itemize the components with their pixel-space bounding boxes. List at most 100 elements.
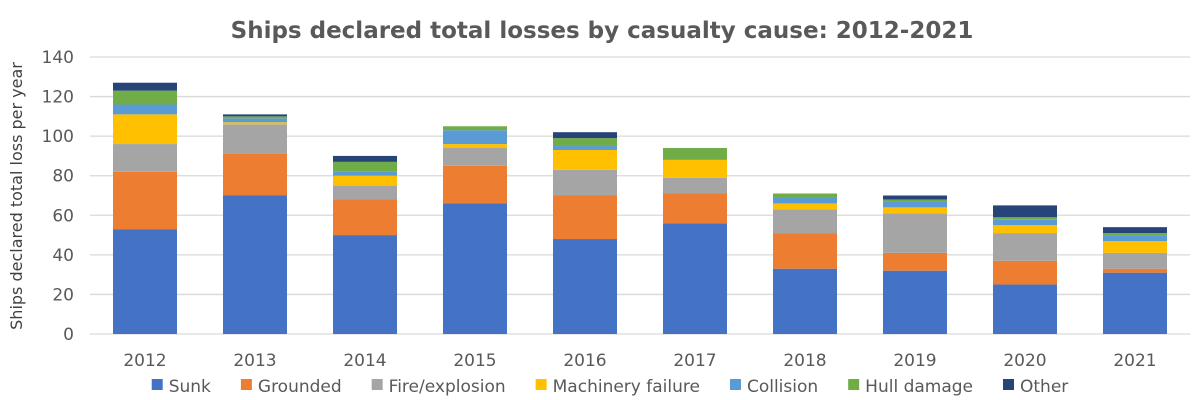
y-tick-label: 140 bbox=[42, 48, 74, 68]
bar-segment-collision-2018 bbox=[773, 197, 837, 204]
bar-stack-2021 bbox=[1103, 227, 1167, 334]
x-tick-label: 2017 bbox=[673, 351, 716, 371]
bar-segment-other-2013 bbox=[223, 114, 287, 117]
bar-segment-grounded-2012 bbox=[113, 171, 177, 230]
legend-swatch-sunk bbox=[151, 379, 163, 390]
bar-segment-collision-2015 bbox=[443, 130, 507, 145]
bar-segment-machinery-failure-2021 bbox=[1103, 241, 1167, 253]
legend-swatch-collision bbox=[729, 379, 741, 390]
x-tick-label: 2014 bbox=[343, 351, 386, 371]
bar-segment-sunk-2019 bbox=[883, 270, 947, 334]
x-tick-label: 2016 bbox=[563, 351, 606, 371]
legend-item-sunk: Sunk bbox=[151, 377, 211, 397]
bar-segment-grounded-2013 bbox=[223, 153, 287, 196]
bar-segment-hull-damage-2021 bbox=[1103, 233, 1167, 236]
bar-segment-machinery-failure-2012 bbox=[113, 114, 177, 145]
x-tick-label: 2013 bbox=[233, 351, 276, 371]
bar-segment-sunk-2012 bbox=[113, 229, 177, 334]
x-tick-label: 2018 bbox=[783, 351, 826, 371]
y-tick-label: 120 bbox=[42, 88, 74, 108]
bar-stack-2018 bbox=[773, 193, 837, 334]
bar-segment-fire-explosion-2013 bbox=[223, 124, 287, 154]
bars bbox=[113, 82, 1167, 334]
legend-label: Fire/explosion bbox=[389, 377, 506, 397]
bar-segment-fire-explosion-2020 bbox=[993, 233, 1057, 261]
legend-label: Hull damage bbox=[865, 377, 973, 397]
y-axis-label: Ships declared total loss per year bbox=[7, 62, 26, 330]
y-tick-label: 80 bbox=[52, 167, 74, 187]
x-tick-label: 2021 bbox=[1113, 351, 1156, 371]
bar-segment-machinery-failure-2013 bbox=[223, 122, 287, 125]
legend-item-grounded: Grounded bbox=[240, 377, 342, 397]
bar-segment-other-2014 bbox=[333, 155, 397, 162]
legend-swatch-fire-explosion bbox=[371, 379, 383, 390]
bar-segment-hull-damage-2012 bbox=[113, 90, 177, 105]
bar-segment-sunk-2017 bbox=[663, 223, 727, 334]
legend-label: Collision bbox=[747, 377, 818, 397]
bar-segment-sunk-2020 bbox=[993, 284, 1057, 334]
bar-segment-fire-explosion-2014 bbox=[333, 185, 397, 200]
bar-segment-fire-explosion-2019 bbox=[883, 213, 947, 253]
bar-segment-machinery-failure-2016 bbox=[553, 149, 617, 170]
x-tick-label: 2020 bbox=[1003, 351, 1046, 371]
bar-segment-grounded-2018 bbox=[773, 233, 837, 269]
bar-segment-hull-damage-2020 bbox=[993, 217, 1057, 220]
legend-swatch-hull-damage bbox=[848, 379, 860, 390]
bar-segment-hull-damage-2018 bbox=[773, 193, 837, 198]
bar-segment-grounded-2019 bbox=[883, 252, 947, 271]
bar-segment-hull-damage-2015 bbox=[443, 126, 507, 131]
bar-segment-collision-2013 bbox=[223, 118, 287, 123]
legend-label: Machinery failure bbox=[553, 377, 700, 397]
bar-segment-other-2021 bbox=[1103, 227, 1167, 234]
bar-segment-machinery-failure-2017 bbox=[663, 159, 727, 178]
bar-segment-other-2016 bbox=[553, 132, 617, 139]
bar-segment-hull-damage-2019 bbox=[883, 199, 947, 202]
bar-stack-2019 bbox=[883, 195, 947, 334]
bar-segment-machinery-failure-2015 bbox=[443, 144, 507, 149]
bar-stack-2020 bbox=[993, 205, 1057, 334]
bar-stack-2014 bbox=[333, 155, 397, 334]
legend-label: Sunk bbox=[169, 377, 211, 397]
bar-segment-hull-damage-2017 bbox=[663, 148, 727, 160]
bar-segment-grounded-2014 bbox=[333, 199, 397, 236]
bar-segment-grounded-2016 bbox=[553, 195, 617, 240]
bar-stack-2017 bbox=[663, 148, 727, 334]
bar-segment-collision-2016 bbox=[553, 146, 617, 150]
legend-swatch-other bbox=[1003, 379, 1015, 390]
y-tick-label: 60 bbox=[52, 206, 74, 226]
y-tick-label: 40 bbox=[52, 246, 74, 266]
bar-stack-2013 bbox=[223, 114, 287, 334]
bar-stack-2012 bbox=[113, 82, 177, 334]
bar-segment-fire-explosion-2016 bbox=[553, 169, 617, 196]
bar-segment-fire-explosion-2021 bbox=[1103, 252, 1167, 269]
bar-segment-machinery-failure-2018 bbox=[773, 203, 837, 210]
legend-item-hull-damage: Hull damage bbox=[848, 377, 973, 397]
bar-segment-grounded-2021 bbox=[1103, 268, 1167, 273]
bar-segment-hull-damage-2013 bbox=[223, 116, 287, 119]
legend-item-other: Other bbox=[1003, 377, 1068, 397]
bar-segment-sunk-2014 bbox=[333, 235, 397, 334]
y-tick-label: 0 bbox=[63, 325, 74, 345]
legend-label: Grounded bbox=[258, 377, 342, 397]
x-tick-label: 2012 bbox=[123, 351, 166, 371]
bar-segment-grounded-2017 bbox=[663, 193, 727, 224]
bar-segment-fire-explosion-2015 bbox=[443, 148, 507, 166]
bar-segment-hull-damage-2014 bbox=[333, 161, 397, 172]
bar-segment-fire-explosion-2018 bbox=[773, 209, 837, 234]
chart-title: Ships declared total losses by casualty … bbox=[231, 18, 974, 44]
bar-stack-2015 bbox=[443, 126, 507, 334]
bar-segment-machinery-failure-2014 bbox=[333, 175, 397, 186]
y-axis-ticks: 0 20 40 60 80 100 120 140 bbox=[42, 48, 74, 345]
bar-segment-other-2012 bbox=[113, 82, 177, 91]
bar-segment-collision-2021 bbox=[1103, 235, 1167, 242]
bar-segment-collision-2012 bbox=[113, 104, 177, 115]
legend-item-fire-explosion: Fire/explosion bbox=[371, 377, 506, 397]
bar-segment-fire-explosion-2017 bbox=[663, 177, 727, 194]
bar-segment-sunk-2021 bbox=[1103, 272, 1167, 334]
x-tick-label: 2019 bbox=[893, 351, 936, 371]
legend-swatch-machinery-failure bbox=[535, 379, 547, 390]
legend-item-collision: Collision bbox=[729, 377, 818, 397]
bar-segment-other-2019 bbox=[883, 195, 947, 200]
legend: Sunk Grounded Fire/explosion Machinery fail… bbox=[151, 377, 1068, 397]
